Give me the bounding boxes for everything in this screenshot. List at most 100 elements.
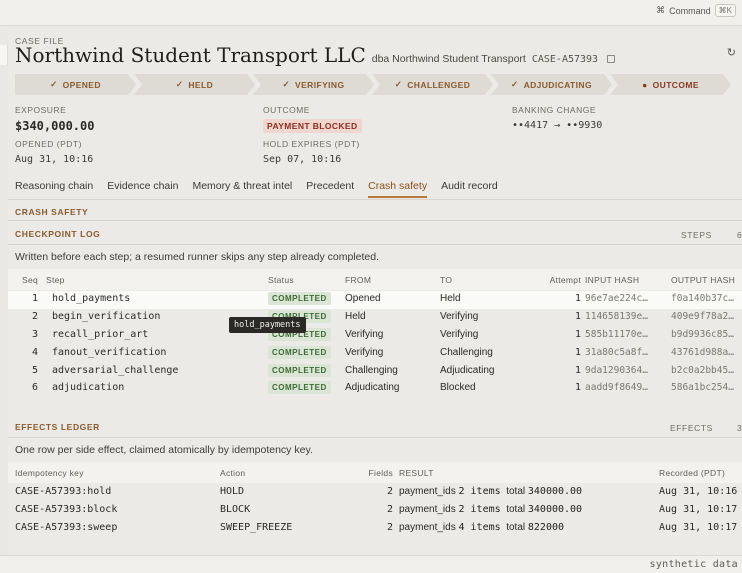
case-file-label: CASE FILE xyxy=(15,36,64,46)
page-title: Northwind Student Transport LLC xyxy=(15,43,366,67)
checkpoint-header-bg xyxy=(8,269,742,290)
effects-header-row: Idempotency key Action Fields RESULT Rec… xyxy=(15,463,742,483)
dba-name: dba Northwind Student Transport xyxy=(371,53,526,65)
input-hash-cell: 114658139e… xyxy=(585,311,648,323)
opened-label: OPENED (PDT) xyxy=(15,139,82,149)
step-outcome: ● OUTCOME xyxy=(610,74,731,95)
step-cell: begin_verification xyxy=(52,311,161,323)
table-row[interactable]: 2 begin_verification COMPLETED Held Veri… xyxy=(8,308,742,326)
tab-crash-safety[interactable]: Crash safety xyxy=(368,180,428,198)
key-cell: CASE-A57393:sweep xyxy=(15,521,118,533)
crash-safety-heading: CRASH SAFETY xyxy=(15,207,89,217)
row-highlight xyxy=(8,291,742,309)
from-cell: Adjudicating xyxy=(345,382,400,394)
effects-meta-label: EFFECTS xyxy=(670,423,713,433)
table-row[interactable]: CASE-A57393:block BLOCK 2 payment_ids 2 … xyxy=(15,501,742,519)
step-adjudicating: ✓ ADJUDICATING xyxy=(491,74,612,95)
step-cell: recall_prior_art xyxy=(52,328,149,340)
to-cell: Adjudicating xyxy=(440,364,495,376)
command-shortcut: ⌘K xyxy=(714,4,736,17)
output-hash-cell: f0a140b37c… xyxy=(671,293,734,305)
tab-audit-record[interactable]: Audit record xyxy=(441,180,498,192)
seq-cell: 1 xyxy=(31,293,38,305)
action-cell: HOLD xyxy=(220,486,245,498)
result-cell: payment_ids 2 items total 340000.00 xyxy=(399,486,583,498)
output-hash-cell: 43761d988a… xyxy=(671,346,734,358)
status-cell: COMPLETED xyxy=(268,290,345,308)
status-badge: COMPLETED xyxy=(268,381,331,395)
table-row[interactable]: 6 adjudication COMPLETED Adjudicating Bl… xyxy=(8,379,742,397)
attempt-cell: 1 xyxy=(574,382,581,394)
checkpoint-description: Written before each step; a resumed runn… xyxy=(15,251,379,263)
col-attempt: Attempt xyxy=(549,275,581,285)
attempt-cell: 1 xyxy=(574,346,581,358)
top-bar: ⌘ Command ⌘K xyxy=(0,0,742,26)
key-cell: CASE-A57393:block xyxy=(15,504,118,516)
output-hash-cell: b2c0a2bb45… xyxy=(671,364,734,376)
fields-cell: 2 xyxy=(386,486,393,498)
case-tabs: Reasoning chain Evidence chain Memory & … xyxy=(15,180,498,198)
check-icon: ✓ xyxy=(511,79,519,89)
tab-evidence-chain[interactable]: Evidence chain xyxy=(107,180,179,192)
step-opened: ✓ OPENED xyxy=(15,74,136,95)
check-icon: ✓ xyxy=(175,79,184,89)
steps-meta-value: 6 xyxy=(737,230,742,240)
divider xyxy=(8,220,742,221)
col-step: Step xyxy=(46,275,65,285)
status-stepper: ✓ OPENED ✓ HELD ✓ VERIFYING ✓ CHALLENGED ✓ AD… xyxy=(15,74,729,95)
output-hash-cell: 409e9f78a2… xyxy=(671,311,734,323)
outcome-label: OUTCOME xyxy=(263,105,310,115)
col-from: FROM xyxy=(345,275,372,285)
effects-ledger-heading: EFFECTS LEDGER xyxy=(15,422,100,432)
attempt-cell: 1 xyxy=(574,293,581,305)
tab-reasoning-chain[interactable]: Reasoning chain xyxy=(15,180,94,192)
step-challenged: ✓ CHALLENGED xyxy=(372,74,493,95)
step-cell: adjudication xyxy=(52,382,125,394)
output-hash-cell: b9d9936c85… xyxy=(671,328,734,340)
bottom-bar: synthetic data xyxy=(0,555,742,573)
from-cell: Verifying xyxy=(345,328,384,340)
command-palette-button[interactable]: ⌘ Command ⌘K xyxy=(656,4,736,17)
step-cell: fanout_verification xyxy=(52,346,167,358)
status-badge: COMPLETED xyxy=(268,292,331,306)
input-hash-cell: 31a80c5a8f… xyxy=(585,346,648,358)
status-cell: COMPLETED xyxy=(268,343,345,361)
check-icon: ✓ xyxy=(50,79,58,89)
to-cell: Challenging xyxy=(440,346,493,358)
case-header: Northwind Student Transport LLC dba Nort… xyxy=(15,43,616,67)
status-badge: COMPLETED xyxy=(268,363,331,377)
effects-table: Idempotency key Action Fields RESULT Rec… xyxy=(15,463,742,536)
copy-icon[interactable] xyxy=(607,55,616,63)
table-row[interactable]: CASE-A57393:hold HOLD 2 payment_ids 2 it… xyxy=(15,483,742,501)
table-row[interactable]: 3 recall_prior_art COMPLETED Verifying V… xyxy=(8,326,742,344)
table-row[interactable]: 5 adversarial_challenge COMPLETED Challe… xyxy=(8,361,742,379)
table-row[interactable]: 4 fanout_verification COMPLETED Verifyin… xyxy=(8,343,742,361)
action-cell: BLOCK xyxy=(220,504,251,516)
to-cell: Held xyxy=(440,293,461,305)
exposure-value: $340,000.00 xyxy=(15,119,95,133)
input-hash-cell: aadd9f8649… xyxy=(585,382,648,394)
table-row[interactable]: CASE-A57393:sweep SWEEP_FREEZE 2 payment… xyxy=(15,519,742,537)
effects-meta-value: 3 xyxy=(737,423,742,433)
col-action: Action xyxy=(220,468,246,478)
col-to: TO xyxy=(440,275,453,285)
status-badge: COMPLETED xyxy=(268,345,331,359)
seq-cell: 2 xyxy=(31,311,38,323)
from-cell: Challenging xyxy=(345,364,398,376)
seq-cell: 6 xyxy=(31,382,38,394)
attempt-cell: 1 xyxy=(574,311,581,323)
step-held: ✓ HELD xyxy=(134,74,255,95)
col-fields: Fields xyxy=(368,468,393,478)
hold-expires-label: HOLD EXPIRES (PDT) xyxy=(263,139,360,149)
table-row[interactable]: 1 hold_payments COMPLETED Opened Held 1 … xyxy=(8,290,742,308)
divider xyxy=(8,437,742,438)
banking-change-value: ••4417 → ••9930 xyxy=(512,120,603,131)
banking-change-label: BANKING CHANGE xyxy=(512,105,596,115)
divider xyxy=(8,244,742,245)
tab-memory-threat-intel[interactable]: Memory & threat intel xyxy=(192,180,293,192)
recorded-cell: Aug 31, 10:17 xyxy=(659,504,738,516)
tab-precedent[interactable]: Precedent xyxy=(306,180,355,192)
refresh-icon[interactable]: ↻ xyxy=(726,47,736,59)
key-cell: CASE-A57393:hold xyxy=(15,486,112,498)
status-cell: COMPLETED xyxy=(268,379,345,397)
